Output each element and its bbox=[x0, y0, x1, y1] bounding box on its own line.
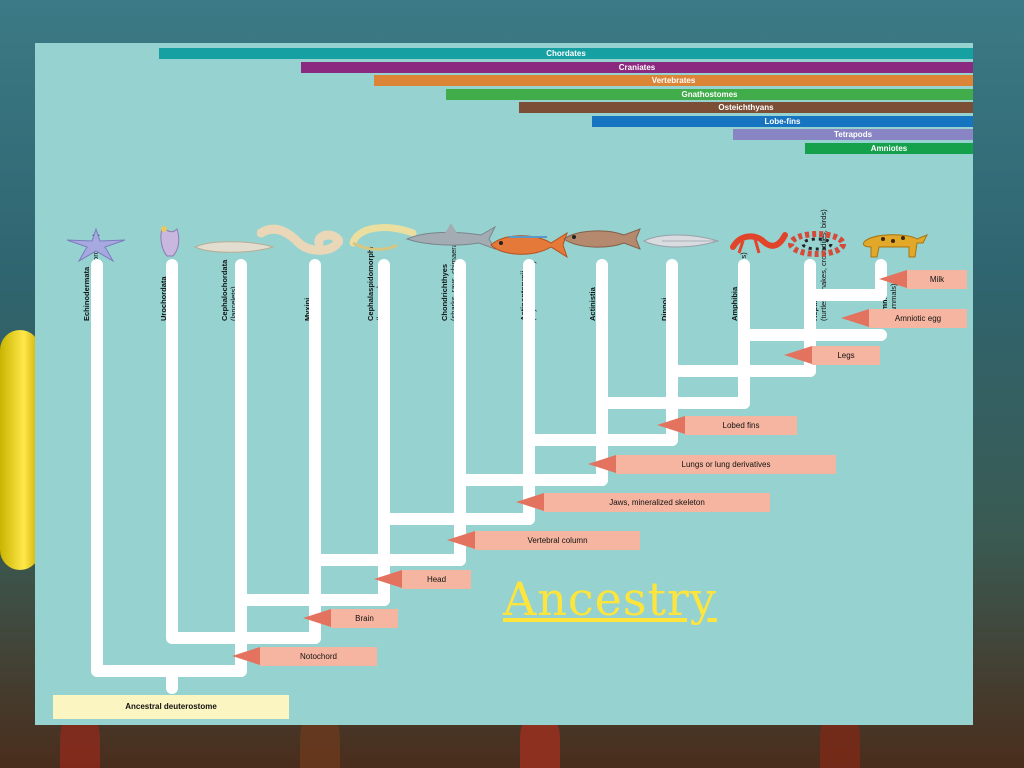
leopard-icon bbox=[862, 234, 929, 258]
trait-label: Lungs or lung derivatives bbox=[616, 455, 836, 474]
trait-label: Amniotic egg bbox=[869, 309, 967, 328]
trait-arrow bbox=[657, 416, 685, 434]
trait-arrow bbox=[784, 346, 812, 364]
trait-label: Milk bbox=[907, 270, 967, 289]
clade-bar-chordates: Chordates bbox=[159, 48, 973, 59]
trait-label: Legs bbox=[812, 346, 880, 365]
trait-arrow bbox=[879, 270, 907, 288]
background-scuba-tank bbox=[0, 330, 40, 570]
snake-icon bbox=[788, 231, 846, 257]
slide-title: Ancestry bbox=[503, 572, 717, 626]
trait-label: Notochord bbox=[260, 647, 377, 666]
salamander-icon bbox=[730, 232, 788, 254]
trait-label: Vertebral column bbox=[475, 531, 640, 550]
trait-arrow bbox=[303, 609, 331, 627]
trait-arrow bbox=[232, 647, 260, 665]
lancelet-icon bbox=[193, 241, 275, 253]
trait-arrow bbox=[447, 531, 475, 549]
lamprey-icon bbox=[349, 224, 417, 251]
trait-arrow bbox=[588, 455, 616, 473]
hagfish-icon bbox=[257, 224, 343, 255]
tree-branch bbox=[235, 289, 816, 677]
clade-bar-gnathostomes: Gnathostomes bbox=[446, 89, 973, 100]
phylogenetic-tree bbox=[91, 259, 887, 694]
trait-arrow bbox=[841, 309, 869, 327]
clade-bar-craniates: Craniates bbox=[301, 62, 973, 73]
trait-label: Head bbox=[402, 570, 471, 589]
lungfish-icon bbox=[642, 234, 720, 248]
sea-star-icon bbox=[66, 228, 126, 262]
trait-label: Brain bbox=[331, 609, 398, 628]
clade-bar-amniotes: Amniotes bbox=[805, 143, 973, 154]
cladogram-panel: Chordates Craniates Vertebrates Gnathost… bbox=[35, 43, 973, 725]
clade-bar-vertebrates: Vertebrates bbox=[374, 75, 973, 86]
trait-arrow bbox=[374, 570, 402, 588]
ray-finned-fish-icon bbox=[490, 231, 568, 259]
clade-bar-osteichthyans: Osteichthyans bbox=[519, 102, 973, 113]
ancestral-deuterostome-label: Ancestral deuterostome bbox=[53, 695, 289, 719]
tunicate-icon bbox=[160, 226, 180, 257]
trait-arrow bbox=[516, 493, 544, 511]
trait-label: Lobed fins bbox=[685, 416, 797, 435]
clade-bar-lobe-fins: Lobe-fins bbox=[592, 116, 973, 127]
clade-bar-tetrapods: Tetrapods bbox=[733, 129, 973, 140]
trait-label: Jaws, mineralized skeleton bbox=[544, 493, 770, 512]
shark-icon bbox=[405, 223, 497, 250]
coelacanth-icon bbox=[563, 228, 641, 250]
